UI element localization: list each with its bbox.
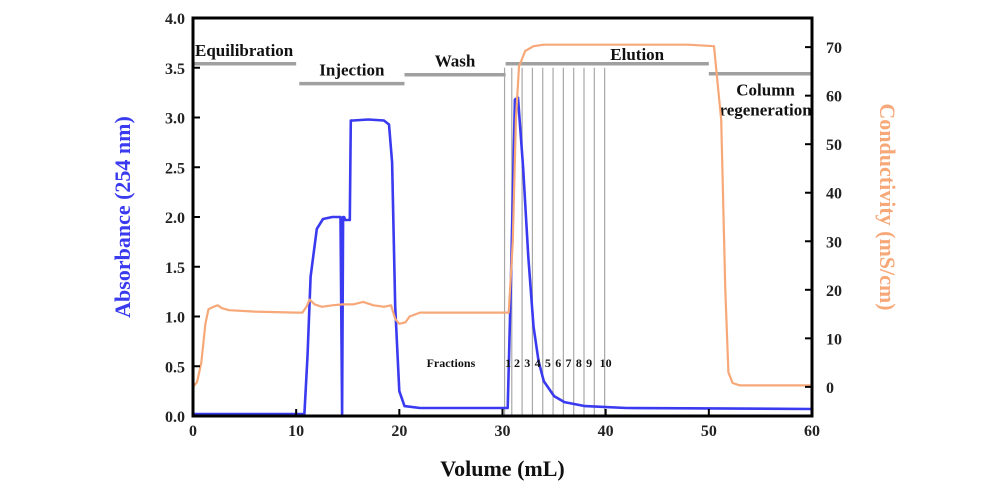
y-left-tick-label-0.0: 0.0 — [165, 409, 185, 426]
x-tick-label-50: 50 — [701, 423, 717, 440]
y-right-tick-label-70: 70 — [826, 40, 842, 57]
plot-frame — [191, 16, 814, 418]
fraction-number-1: 1 — [505, 356, 511, 370]
phase-label-elution: Elution — [610, 45, 664, 64]
fraction-number-3: 3 — [524, 356, 530, 370]
y-right-tick-label-20: 20 — [826, 283, 842, 300]
y-right-tick-label-60: 60 — [826, 89, 842, 106]
conductivity-series-line — [192, 43, 812, 388]
fraction-number-7: 7 — [566, 356, 572, 370]
y-left-tick-label-4.0: 4.0 — [165, 11, 185, 28]
y-left-tick-label-1.5: 1.5 — [165, 260, 185, 277]
fractions-label: Fractions — [427, 356, 476, 370]
x-tick-label-0: 0 — [189, 423, 197, 440]
absorbance-series-line — [193, 96, 813, 416]
fraction-number-9: 9 — [586, 356, 592, 370]
y-left-tick-label-3.5: 3.5 — [165, 61, 185, 78]
fraction-number-8: 8 — [576, 356, 582, 370]
y-left-tick-label-1.0: 1.0 — [165, 310, 185, 327]
fraction-number-5: 5 — [545, 356, 551, 370]
y-left-axis-title: Absorbance (254 nm) — [110, 116, 135, 318]
y-left-tick-label-3.0: 3.0 — [165, 111, 185, 128]
phase-label-injection: Injection — [319, 61, 385, 80]
fraction-number-4: 4 — [535, 356, 541, 370]
y-left-tick-label-2.0: 2.0 — [165, 210, 185, 227]
x-axis-title: Volume (mL) — [440, 456, 564, 481]
y-right-tick-label-0: 0 — [826, 380, 834, 397]
y-right-tick-label-40: 40 — [826, 186, 842, 203]
x-tick-label-10: 10 — [288, 423, 304, 440]
x-tick-label-40: 40 — [598, 423, 614, 440]
phase-label-column-regeneration: Column regeneration — [719, 81, 812, 120]
fraction-number-6: 6 — [555, 356, 561, 370]
phase-label-equilibration: Equilibration — [195, 41, 294, 60]
phase-label-wash: Wash — [435, 52, 476, 71]
y-left-tick-label-2.5: 2.5 — [165, 160, 185, 177]
fraction-number-2: 2 — [514, 356, 520, 370]
y-right-tick-label-30: 30 — [826, 234, 842, 251]
x-tick-label-20: 20 — [391, 423, 407, 440]
y-right-tick-label-10: 10 — [826, 331, 842, 348]
y-left-tick-label-0.5: 0.5 — [165, 359, 185, 376]
y-right-axis-title: Conductivity (mS/cm) — [875, 103, 900, 310]
x-tick-label-30: 30 — [495, 423, 511, 440]
fraction-number-10: 10 — [600, 356, 612, 370]
y-right-tick-label-50: 50 — [826, 137, 842, 154]
x-tick-label-60: 60 — [804, 423, 820, 440]
